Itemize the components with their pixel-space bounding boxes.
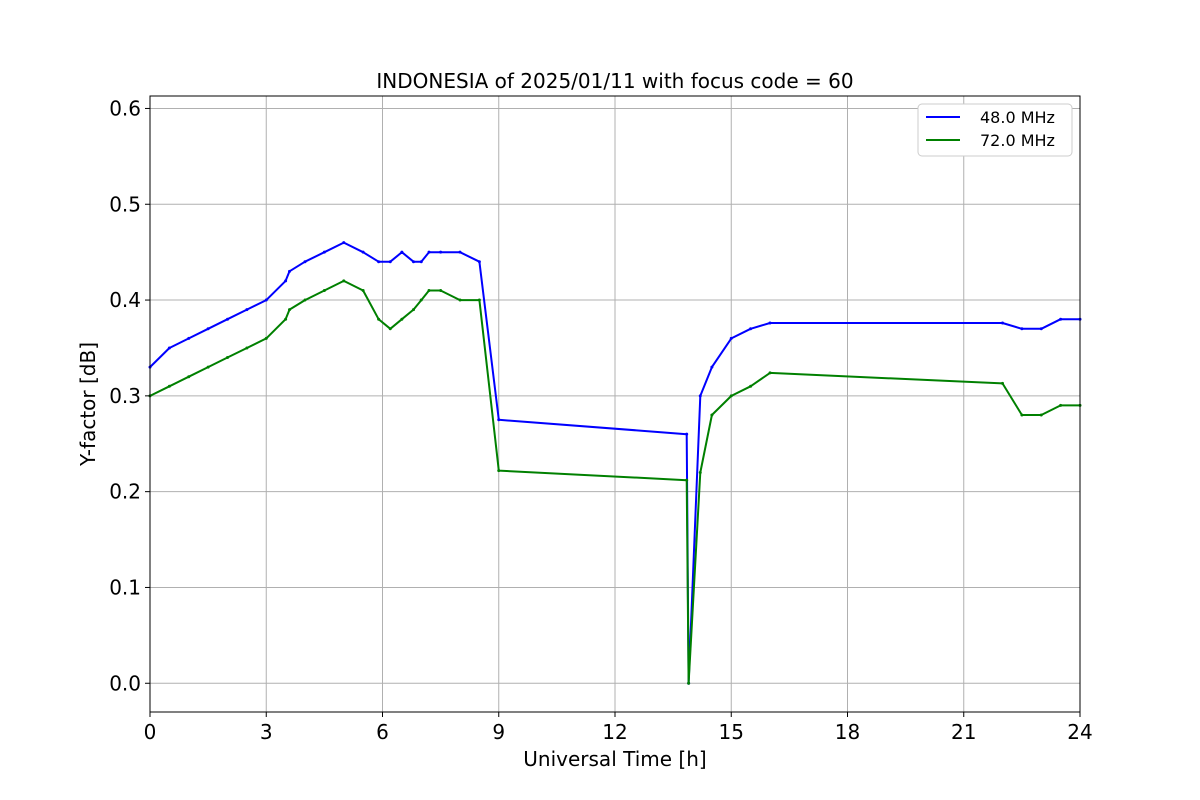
series-point: [342, 241, 346, 245]
ticks: 0 3 6 9 12 15 18 21 24 0.0 0.1 0.2 0.3 0.4 0.5 0.6: [109, 96, 1093, 744]
series-point: [1020, 327, 1024, 331]
series-point: [377, 317, 381, 321]
series-point: [400, 317, 404, 321]
y-tick-label: 0.6: [109, 96, 141, 120]
x-tick-label: 24: [1067, 720, 1092, 744]
series-point: [427, 288, 431, 292]
series-point: [768, 321, 772, 325]
series-point: [439, 250, 443, 254]
series-point: [1001, 381, 1004, 385]
series-point: [1059, 403, 1063, 407]
series-point: [1001, 321, 1004, 325]
series-point: [303, 260, 307, 264]
series-point: [710, 413, 714, 417]
series-point: [497, 469, 501, 473]
series-point: [419, 260, 423, 264]
series-point: [288, 269, 291, 273]
series-point: [187, 336, 191, 340]
series-point: [400, 250, 404, 254]
series-point: [226, 356, 229, 360]
series-point: [361, 250, 365, 254]
series-point: [710, 365, 714, 369]
y-tick-label: 0.2: [109, 480, 141, 504]
series-point: [477, 298, 481, 302]
x-tick-label: 18: [835, 720, 860, 744]
series-point: [388, 327, 392, 331]
x-tick-label: 12: [602, 720, 627, 744]
series-point: [729, 336, 733, 340]
y-tick-label: 0.4: [109, 288, 141, 312]
series-point: [439, 288, 443, 292]
y-axis-label: Y-factor [dB]: [76, 342, 100, 467]
series-point: [342, 279, 346, 283]
series-point: [1059, 317, 1063, 321]
series-point: [303, 298, 307, 302]
x-axis-label: Universal Time [h]: [523, 747, 706, 771]
series-point: [206, 327, 210, 331]
series-point: [388, 260, 392, 264]
series-point: [361, 288, 365, 292]
legend: 48.0 MHz 72.0 MHz: [917, 103, 1073, 157]
series-point: [377, 260, 381, 264]
legend-label: 48.0 MHz: [980, 108, 1055, 127]
series-point: [749, 384, 753, 388]
legend-label: 72.0 MHz: [980, 131, 1055, 150]
series-point: [685, 432, 689, 436]
series-point: [167, 346, 171, 350]
y-tick-label: 0.3: [109, 384, 141, 408]
series-point: [1020, 413, 1024, 417]
series-point: [687, 681, 691, 685]
series-point: [729, 394, 733, 398]
series-point: [264, 336, 268, 340]
series-point: [768, 371, 772, 375]
series-point: [749, 327, 753, 331]
series-point: [284, 317, 288, 321]
series-point: [698, 470, 702, 474]
series-point: [477, 260, 481, 264]
series-point: [458, 250, 462, 254]
series-point: [1039, 413, 1043, 417]
series-point: [412, 308, 415, 312]
series-point: [206, 365, 210, 369]
series-layer: [148, 241, 1082, 685]
series-point: [698, 394, 702, 398]
series-point: [167, 384, 171, 388]
series-point: [458, 298, 462, 302]
series-point: [322, 250, 326, 254]
chart-title: INDONESIA of 2025/01/11 with focus code …: [376, 69, 853, 93]
series-point: [226, 317, 229, 321]
y-tick-label: 0.1: [109, 575, 141, 599]
y-tick-label: 0.0: [109, 671, 141, 695]
y-tick-label: 0.5: [109, 192, 141, 216]
x-tick-label: 21: [951, 720, 976, 744]
series-point: [427, 250, 431, 254]
x-tick-label: 0: [144, 720, 157, 744]
series-point: [1039, 327, 1043, 331]
series-point: [497, 418, 501, 422]
series-point: [412, 260, 415, 264]
series-point: [187, 375, 191, 379]
x-tick-label: 9: [492, 720, 505, 744]
series-point: [245, 346, 249, 350]
x-tick-label: 15: [719, 720, 744, 744]
series-point: [264, 298, 268, 302]
series-point: [245, 308, 249, 312]
x-tick-label: 6: [376, 720, 389, 744]
series-point: [284, 279, 288, 283]
series-point: [322, 288, 326, 292]
x-tick-label: 3: [260, 720, 273, 744]
series-point: [288, 308, 291, 312]
series-point: [685, 478, 689, 482]
series-point: [419, 298, 423, 302]
